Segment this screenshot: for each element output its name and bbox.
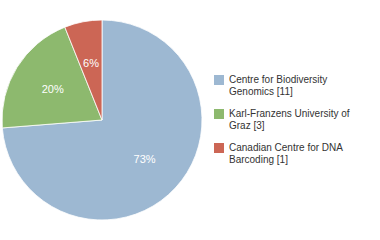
legend-label: Canadian Centre for DNABarcoding [1] xyxy=(229,142,343,165)
legend-swatch xyxy=(214,143,224,153)
legend-swatch xyxy=(214,75,224,85)
data-label: 6% xyxy=(83,57,99,69)
legend-item: Canadian Centre for DNABarcoding [1] xyxy=(214,142,343,165)
legend-item: Centre for BiodiversityGenomics [11] xyxy=(214,74,327,97)
pie xyxy=(2,20,202,220)
legend-label: Centre for BiodiversityGenomics [11] xyxy=(229,74,327,97)
legend-item: Karl-Franzens University ofGraz [3] xyxy=(214,108,350,131)
chart: 73% 20% 6% Centre for BiodiversityGenomics … xyxy=(0,0,380,240)
pie-slice xyxy=(65,20,102,120)
data-label: 73% xyxy=(134,153,156,165)
data-label: 20% xyxy=(42,83,64,95)
legend-label: Karl-Franzens University ofGraz [3] xyxy=(229,108,350,131)
pie-slice xyxy=(2,20,202,220)
legend-swatch xyxy=(214,109,224,119)
legend: Centre for BiodiversityGenomics [11] Karl… xyxy=(214,74,350,165)
data-labels: 73% 20% 6% xyxy=(42,57,156,165)
